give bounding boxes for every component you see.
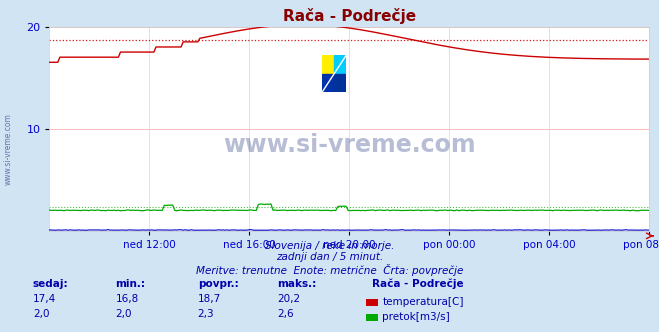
Text: temperatura[C]: temperatura[C] — [382, 297, 464, 307]
Text: www.si-vreme.com: www.si-vreme.com — [3, 114, 13, 185]
Text: pretok[m3/s]: pretok[m3/s] — [382, 312, 450, 322]
Text: povpr.:: povpr.: — [198, 279, 239, 289]
Text: Meritve: trenutne  Enote: metrične  Črta: povprečje: Meritve: trenutne Enote: metrične Črta: … — [196, 264, 463, 276]
Text: 20,2: 20,2 — [277, 294, 300, 304]
Text: 16,8: 16,8 — [115, 294, 138, 304]
Text: Slovenija / reke in morje.: Slovenija / reke in morje. — [265, 241, 394, 251]
Text: zadnji dan / 5 minut.: zadnji dan / 5 minut. — [276, 252, 383, 262]
Text: 2,3: 2,3 — [198, 309, 214, 319]
Text: 2,0: 2,0 — [33, 309, 49, 319]
Text: maks.:: maks.: — [277, 279, 316, 289]
Text: 18,7: 18,7 — [198, 294, 221, 304]
Text: Rača - Podrečje: Rača - Podrečje — [372, 279, 464, 289]
Text: min.:: min.: — [115, 279, 146, 289]
Text: 17,4: 17,4 — [33, 294, 56, 304]
Title: Rača - Podrečje: Rača - Podrečje — [283, 8, 416, 24]
Text: 2,6: 2,6 — [277, 309, 293, 319]
Text: www.si-vreme.com: www.si-vreme.com — [223, 133, 476, 157]
Text: 2,0: 2,0 — [115, 309, 132, 319]
Text: sedaj:: sedaj: — [33, 279, 69, 289]
